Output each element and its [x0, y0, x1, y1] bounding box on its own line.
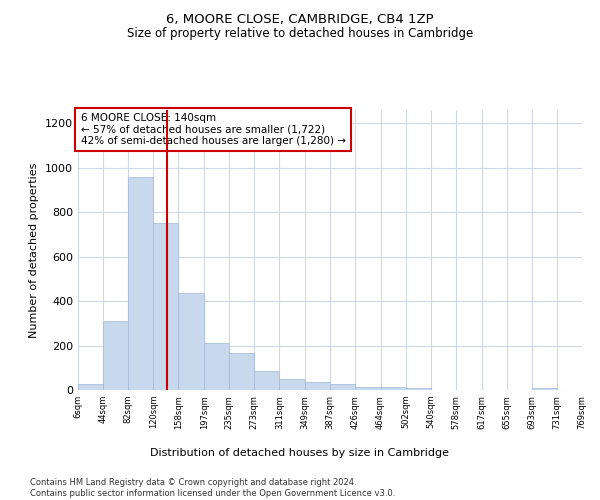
Bar — [280, 379, 305, 390]
Text: 6, MOORE CLOSE, CAMBRIDGE, CB4 1ZP: 6, MOORE CLOSE, CAMBRIDGE, CB4 1ZP — [166, 12, 434, 26]
Bar — [355, 386, 380, 390]
Text: 6 MOORE CLOSE: 140sqm
← 57% of detached houses are smaller (1,722)
42% of semi-d: 6 MOORE CLOSE: 140sqm ← 57% of detached … — [80, 113, 346, 146]
Text: Size of property relative to detached houses in Cambridge: Size of property relative to detached ho… — [127, 28, 473, 40]
Bar — [254, 371, 280, 390]
Bar — [532, 388, 557, 390]
Bar — [103, 321, 128, 390]
Bar — [406, 388, 431, 390]
Bar — [229, 354, 254, 390]
Bar — [329, 384, 355, 390]
Bar — [128, 176, 154, 390]
Bar — [380, 386, 406, 390]
Text: Distribution of detached houses by size in Cambridge: Distribution of detached houses by size … — [151, 448, 449, 458]
Bar — [178, 294, 204, 390]
Bar — [305, 382, 329, 390]
Bar — [204, 344, 229, 390]
Text: Contains HM Land Registry data © Crown copyright and database right 2024.
Contai: Contains HM Land Registry data © Crown c… — [30, 478, 395, 498]
Bar — [78, 384, 103, 390]
Bar — [154, 224, 178, 390]
Y-axis label: Number of detached properties: Number of detached properties — [29, 162, 40, 338]
